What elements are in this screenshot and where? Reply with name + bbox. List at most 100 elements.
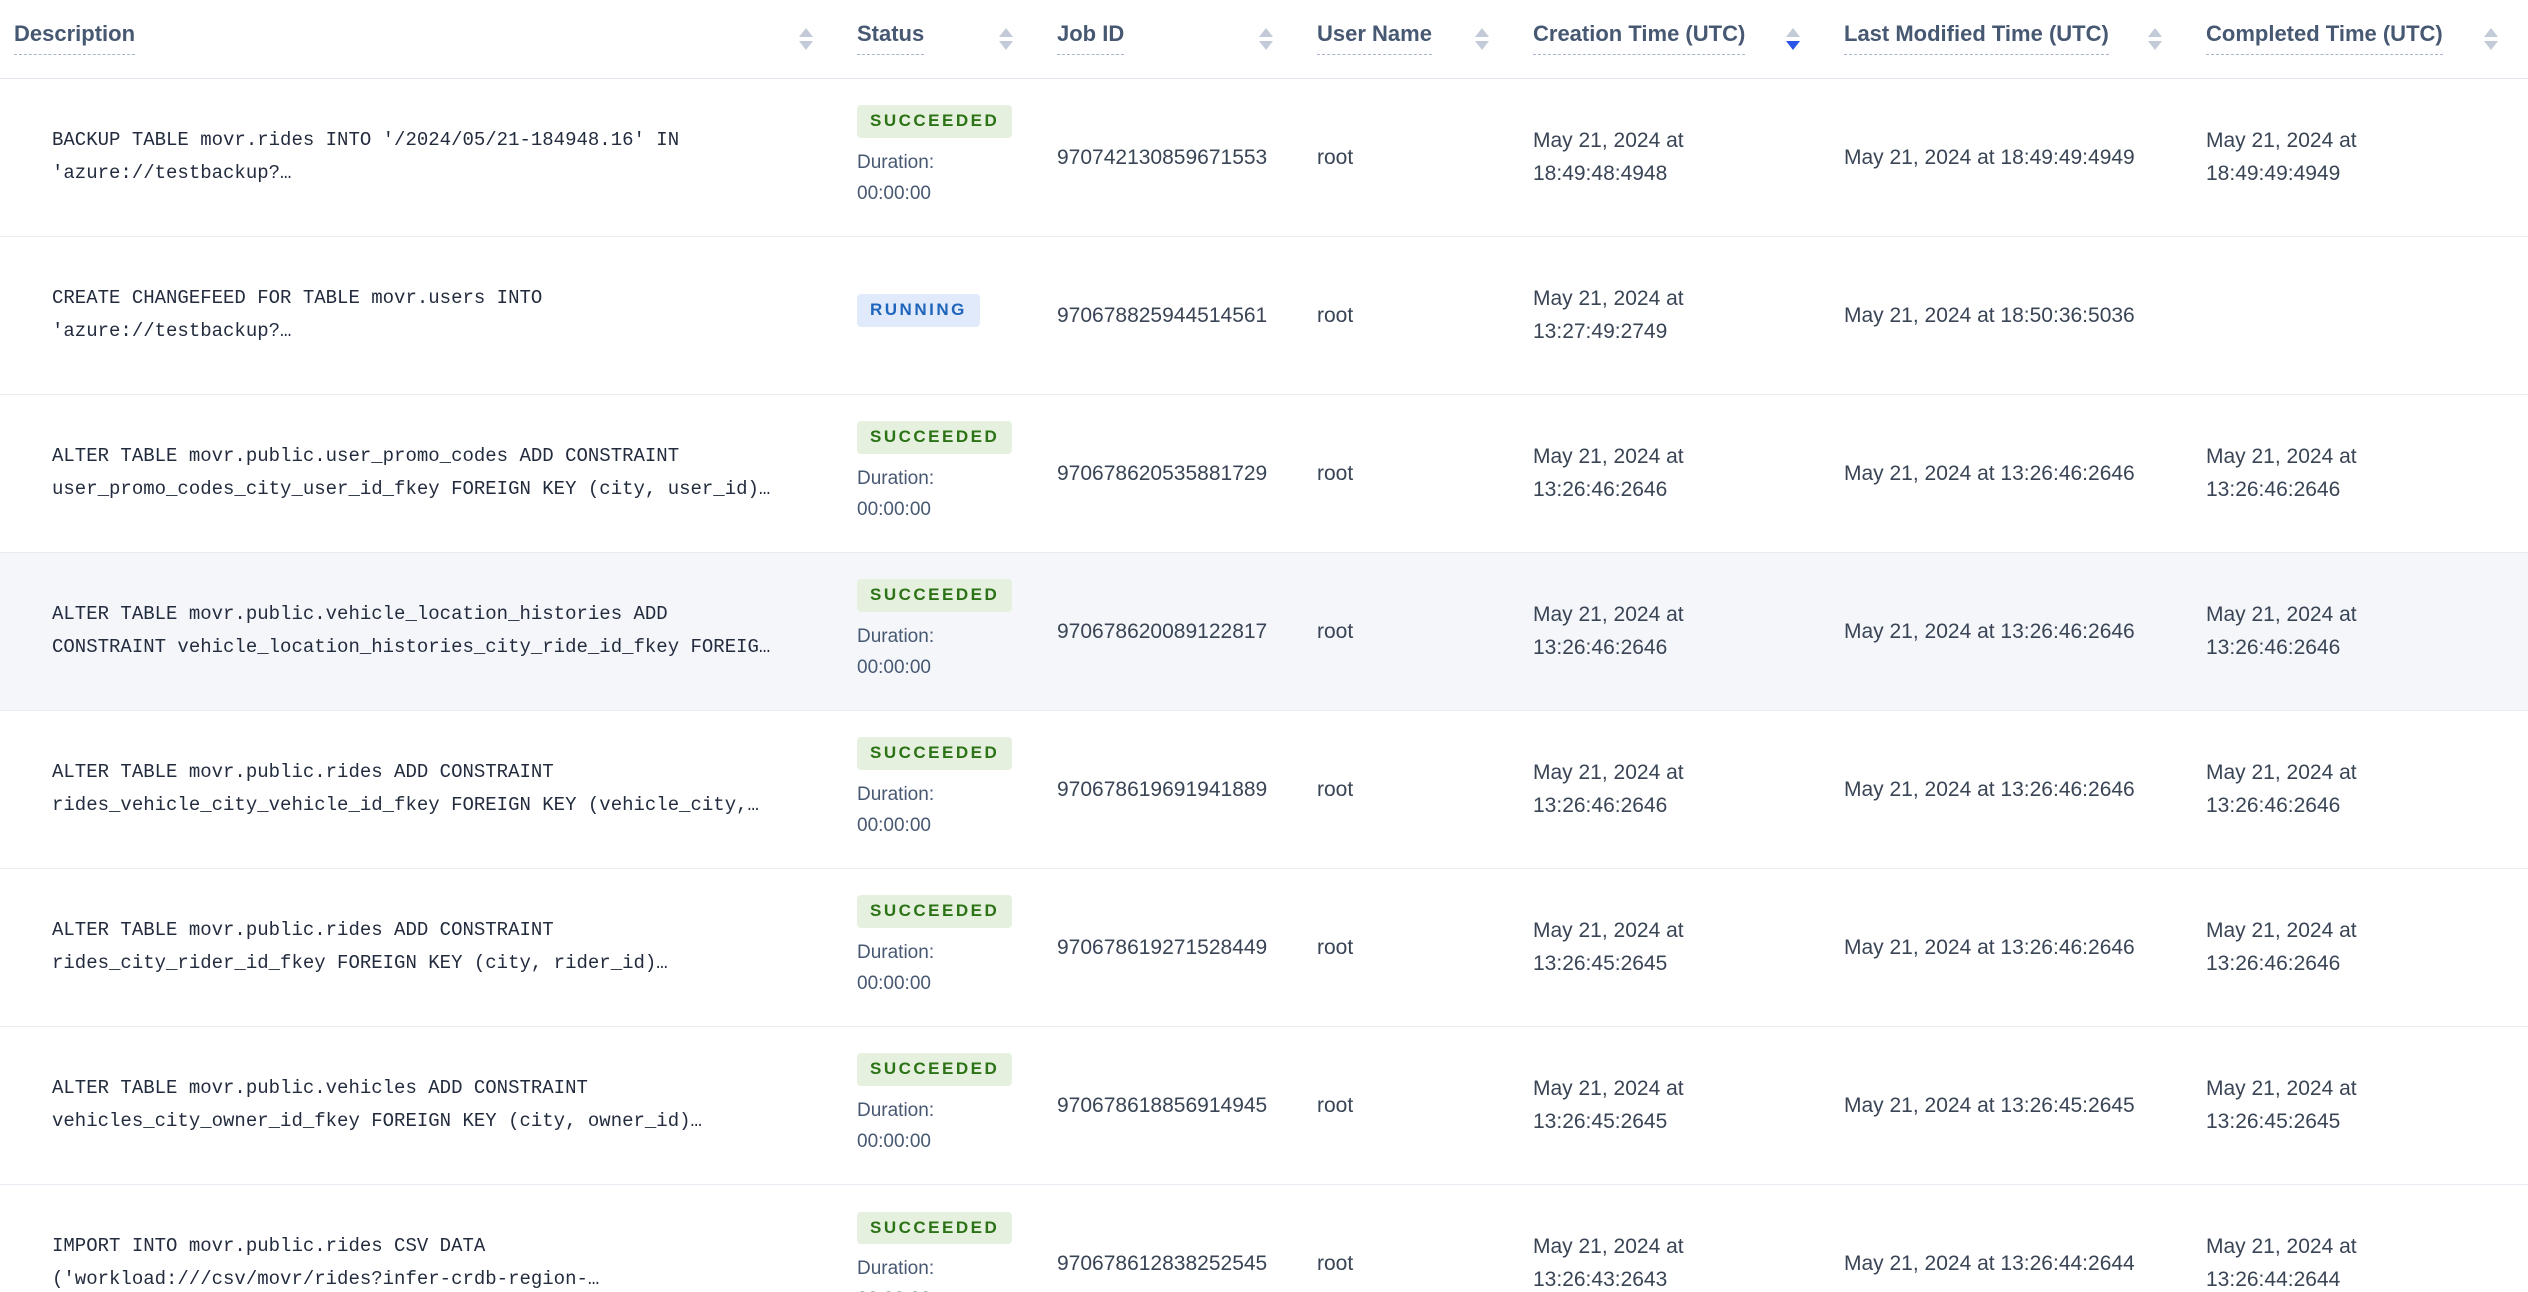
column-header-label[interactable]: Description <box>14 21 136 56</box>
status-badge: SUCCEEDED <box>857 1053 1013 1086</box>
completed-time: May 21, 2024 at 13:26:46:2646 <box>2206 603 2357 659</box>
sort-ascending-arrow-icon <box>1786 27 1800 37</box>
duration-label: Duration: <box>857 151 935 173</box>
creation-time: May 21, 2024 at 13:26:46:2646 <box>1533 445 1684 501</box>
column-header[interactable]: Creation Time (UTC) <box>1519 0 1830 79</box>
sort-ascending-arrow-icon <box>999 27 1013 37</box>
job-id: 970678620535881729 <box>1057 461 1268 485</box>
sort-ascending-arrow-icon <box>1475 27 1489 37</box>
job-description[interactable]: ALTER TABLE movr.public.rides ADD CONSTR… <box>52 919 668 974</box>
table-row[interactable]: CREATE CHANGEFEED FOR TABLE movr.users I… <box>0 235 2528 394</box>
duration-value: 00:00:00 <box>857 814 931 836</box>
job-duration: Duration: 00:00:00 <box>857 937 1043 999</box>
completed-time: May 21, 2024 at 13:26:44:2644 <box>2206 1235 2357 1292</box>
sort-icon[interactable] <box>1786 27 1800 50</box>
column-header-label[interactable]: Job ID <box>1057 21 1125 56</box>
last-modified-time: May 21, 2024 at 13:26:45:2645 <box>1844 1093 2135 1117</box>
job-description[interactable]: ALTER TABLE movr.public.vehicles ADD CON… <box>52 1077 702 1132</box>
job-duration: Duration: 00:00:00 <box>857 621 1043 683</box>
duration-label: Duration: <box>857 625 935 647</box>
column-header[interactable]: Last Modified Time (UTC) <box>1830 0 2192 79</box>
creation-time: May 21, 2024 at 13:26:46:2646 <box>1533 603 1684 659</box>
job-description[interactable]: IMPORT INTO movr.public.rides CSV DATA (… <box>52 1235 600 1291</box>
column-header-label[interactable]: User Name <box>1317 21 1432 56</box>
column-header-label[interactable]: Last Modified Time (UTC) <box>1844 21 2109 56</box>
sort-descending-arrow-icon <box>1786 40 1800 50</box>
user-name: root <box>1317 145 1354 169</box>
column-header[interactable]: User Name <box>1303 0 1519 79</box>
job-duration: Duration: 00:00:00 <box>857 463 1043 525</box>
sort-descending-arrow-icon <box>999 40 1013 50</box>
table-row[interactable]: ALTER TABLE movr.public.rides ADD CONSTR… <box>0 709 2528 868</box>
duration-value: 00:00:00 <box>857 656 931 678</box>
job-id: 970678619271528449 <box>1057 935 1268 959</box>
job-id: 970678619691941889 <box>1057 777 1268 801</box>
user-name: root <box>1317 1251 1354 1275</box>
last-modified-time: May 21, 2024 at 13:26:46:2646 <box>1844 935 2135 959</box>
job-description[interactable]: CREATE CHANGEFEED FOR TABLE movr.users I… <box>52 287 543 342</box>
column-header-label[interactable]: Status <box>857 21 925 56</box>
job-id: 970678620089122817 <box>1057 619 1268 643</box>
table-row[interactable]: ALTER TABLE movr.public.vehicles ADD CON… <box>0 1025 2528 1184</box>
table-row[interactable]: ALTER TABLE movr.public.user_promo_codes… <box>0 393 2528 552</box>
column-header[interactable]: Description <box>0 0 843 79</box>
sort-icon[interactable] <box>2148 27 2162 50</box>
duration-value: 00:00:00 <box>857 498 931 520</box>
table-row[interactable]: ALTER TABLE movr.public.rides ADD CONSTR… <box>0 867 2528 1026</box>
job-duration: Duration: 00:00:00 <box>857 1253 1043 1292</box>
job-id: 970678618856914945 <box>1057 1093 1268 1117</box>
completed-time: May 21, 2024 at 13:26:46:2646 <box>2206 761 2357 817</box>
last-modified-time: May 21, 2024 at 13:26:44:2644 <box>1844 1251 2135 1275</box>
status-badge: SUCCEEDED <box>857 579 1013 612</box>
job-description[interactable]: ALTER TABLE movr.public.rides ADD CONSTR… <box>52 761 759 816</box>
user-name: root <box>1317 1093 1354 1117</box>
sort-ascending-arrow-icon <box>2484 27 2498 37</box>
sort-icon[interactable] <box>1475 27 1489 50</box>
duration-label: Duration: <box>857 783 935 805</box>
job-description[interactable]: BACKUP TABLE movr.rides INTO '/2024/05/2… <box>52 129 680 184</box>
table-row[interactable]: ALTER TABLE movr.public.vehicle_location… <box>0 551 2528 710</box>
column-header-label[interactable]: Completed Time (UTC) <box>2206 21 2443 56</box>
completed-time: May 21, 2024 at 18:49:49:4949 <box>2206 129 2357 185</box>
job-duration: Duration: 00:00:00 <box>857 779 1043 841</box>
column-header[interactable]: Completed Time (UTC) <box>2192 0 2528 79</box>
job-id: 970678612838252545 <box>1057 1251 1268 1275</box>
sort-icon[interactable] <box>2484 27 2498 50</box>
table-row[interactable]: BACKUP TABLE movr.rides INTO '/2024/05/2… <box>0 78 2528 236</box>
creation-time: May 21, 2024 at 13:26:45:2645 <box>1533 919 1684 975</box>
table-header-row: Description Status <box>0 0 2528 79</box>
duration-label: Duration: <box>857 941 935 963</box>
job-duration: Duration: 00:00:00 <box>857 1095 1043 1157</box>
duration-value: 00:00:00 <box>857 1130 931 1152</box>
sort-descending-arrow-icon <box>2148 40 2162 50</box>
last-modified-time: May 21, 2024 at 13:26:46:2646 <box>1844 777 2135 801</box>
duration-value: 00:00:00 <box>857 1284 1043 1292</box>
column-header[interactable]: Job ID <box>1043 0 1303 79</box>
job-id: 970678825944514561 <box>1057 303 1268 327</box>
job-description[interactable]: ALTER TABLE movr.public.vehicle_location… <box>52 603 771 658</box>
last-modified-time: May 21, 2024 at 13:26:46:2646 <box>1844 619 2135 643</box>
duration-label: Duration: <box>857 1099 935 1121</box>
last-modified-time: May 21, 2024 at 18:49:49:4949 <box>1844 145 2135 169</box>
creation-time: May 21, 2024 at 13:26:46:2646 <box>1533 761 1684 817</box>
job-description[interactable]: ALTER TABLE movr.public.user_promo_codes… <box>52 445 771 500</box>
table-row[interactable]: IMPORT INTO movr.public.rides CSV DATA (… <box>0 1183 2528 1292</box>
status-badge: RUNNING <box>857 294 980 327</box>
sort-ascending-arrow-icon <box>799 27 813 37</box>
job-duration: Duration: 00:00:00 <box>857 147 1043 209</box>
sort-ascending-arrow-icon <box>1259 27 1273 37</box>
sort-icon[interactable] <box>799 27 813 50</box>
sort-icon[interactable] <box>999 27 1013 50</box>
last-modified-time: May 21, 2024 at 13:26:46:2646 <box>1844 461 2135 485</box>
user-name: root <box>1317 935 1354 959</box>
creation-time: May 21, 2024 at 18:49:48:4948 <box>1533 129 1684 185</box>
status-badge: SUCCEEDED <box>857 737 1013 770</box>
duration-label: Duration: <box>857 467 935 489</box>
completed-time: May 21, 2024 at 13:26:46:2646 <box>2206 445 2357 501</box>
creation-time: May 21, 2024 at 13:26:45:2645 <box>1533 1077 1684 1133</box>
sort-icon[interactable] <box>1259 27 1273 50</box>
column-header[interactable]: Status <box>843 0 1043 79</box>
column-header-label[interactable]: Creation Time (UTC) <box>1533 21 1746 56</box>
duration-label: Duration: <box>857 1257 935 1279</box>
